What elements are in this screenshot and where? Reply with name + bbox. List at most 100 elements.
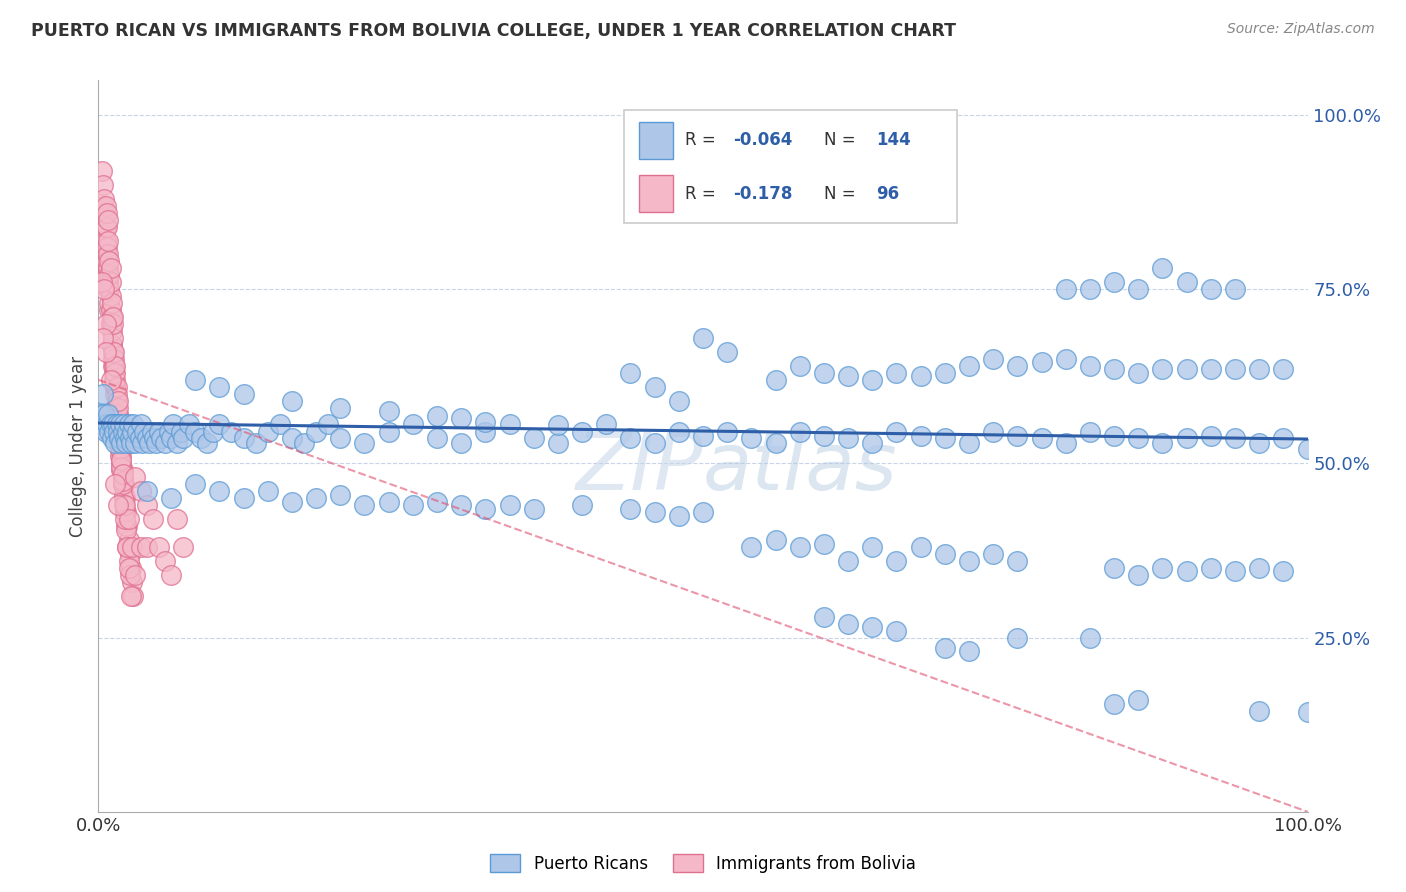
Point xyxy=(910,540,932,554)
Point xyxy=(108,442,131,457)
Point xyxy=(1175,361,1198,376)
Point xyxy=(98,303,121,318)
Text: R =: R = xyxy=(685,185,721,202)
Point xyxy=(957,359,980,373)
Point xyxy=(153,554,176,568)
Point xyxy=(98,282,121,296)
Point xyxy=(111,425,134,439)
Point xyxy=(595,417,617,432)
Point xyxy=(90,407,112,421)
Point xyxy=(377,404,399,418)
Point xyxy=(100,417,122,432)
Bar xyxy=(638,176,673,212)
Text: 96: 96 xyxy=(876,185,898,202)
Point xyxy=(115,505,138,519)
Point xyxy=(981,547,1004,561)
Point xyxy=(329,401,352,415)
Point xyxy=(934,431,956,445)
Point xyxy=(100,324,122,338)
Point xyxy=(1223,431,1246,445)
Point xyxy=(107,393,129,408)
Point xyxy=(153,436,176,450)
Point xyxy=(105,417,128,432)
Point xyxy=(813,366,835,380)
Point xyxy=(100,338,122,352)
Point xyxy=(886,554,908,568)
Point xyxy=(101,351,124,366)
Point xyxy=(118,431,141,445)
Point xyxy=(668,425,690,439)
Point xyxy=(105,393,128,408)
Point xyxy=(96,417,118,432)
Bar xyxy=(638,122,673,159)
Point xyxy=(269,417,291,432)
Point xyxy=(571,425,593,439)
Point xyxy=(91,417,114,432)
Point xyxy=(100,261,122,276)
Point xyxy=(135,431,157,445)
Point xyxy=(329,431,352,445)
Point xyxy=(98,296,121,310)
Point xyxy=(107,498,129,512)
Point xyxy=(108,425,131,439)
Point xyxy=(148,540,170,554)
Point xyxy=(135,484,157,499)
Point xyxy=(129,484,152,499)
Point xyxy=(91,331,114,345)
Point xyxy=(1272,565,1295,579)
Point xyxy=(97,282,120,296)
Point xyxy=(1007,359,1029,373)
Point xyxy=(101,331,124,345)
Point xyxy=(1272,431,1295,445)
Point xyxy=(1128,282,1150,296)
Point xyxy=(118,547,141,561)
Point xyxy=(91,386,114,401)
Point xyxy=(114,512,136,526)
Point xyxy=(94,247,117,261)
Point xyxy=(1078,359,1101,373)
Point xyxy=(103,373,125,387)
Point xyxy=(692,428,714,442)
Point xyxy=(860,436,883,450)
Point xyxy=(111,470,134,484)
Point xyxy=(910,369,932,384)
Point xyxy=(668,393,690,408)
Point xyxy=(118,554,141,568)
Point xyxy=(107,425,129,439)
Text: R =: R = xyxy=(685,131,721,149)
Point xyxy=(1054,351,1077,366)
Point xyxy=(96,219,118,234)
Point xyxy=(1199,282,1222,296)
Point xyxy=(886,425,908,439)
Point xyxy=(169,425,191,439)
Point xyxy=(118,512,141,526)
Point xyxy=(91,178,114,192)
Point xyxy=(474,425,496,439)
Point xyxy=(121,574,143,589)
Point xyxy=(93,407,115,421)
Point xyxy=(281,431,304,445)
Point xyxy=(166,512,188,526)
Point xyxy=(860,620,883,634)
Point xyxy=(110,457,132,471)
Point xyxy=(104,373,127,387)
Point xyxy=(450,498,472,512)
Point xyxy=(692,331,714,345)
Point xyxy=(256,425,278,439)
Point xyxy=(103,359,125,373)
Point xyxy=(96,254,118,268)
Text: Source: ZipAtlas.com: Source: ZipAtlas.com xyxy=(1227,22,1375,37)
Point xyxy=(110,450,132,464)
Point xyxy=(101,359,124,373)
Point xyxy=(108,442,131,457)
Point xyxy=(957,644,980,658)
Point xyxy=(1272,361,1295,376)
Point xyxy=(1199,428,1222,442)
Point xyxy=(100,289,122,303)
Point xyxy=(1031,355,1053,369)
Point xyxy=(100,303,122,318)
Point xyxy=(94,219,117,234)
Point xyxy=(195,436,218,450)
Point xyxy=(523,501,546,516)
Point xyxy=(94,425,117,439)
